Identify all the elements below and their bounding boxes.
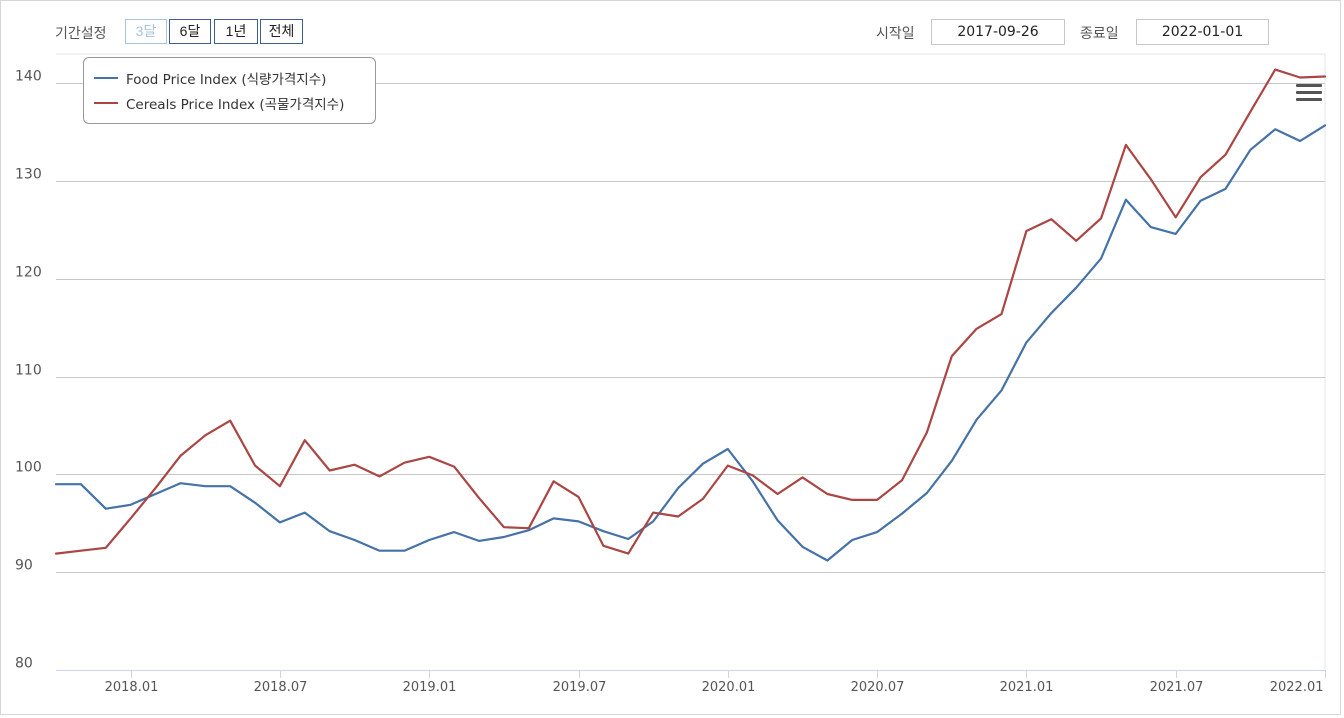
range-1-year-button[interactable]: 1년 — [214, 19, 258, 44]
x-tick-label: 2019.01 — [403, 680, 457, 695]
chart-toolbar: 기간설정 3달 6달 1년 전체 시작일 2017-09-26 종료일 2022… — [0, 19, 1344, 47]
x-tick-label: 2021.07 — [1150, 680, 1204, 695]
range-label: 기간설정 — [55, 26, 107, 42]
y-tick-label: 100 — [15, 460, 42, 476]
chart-menu-icon[interactable] — [1296, 84, 1322, 104]
range-all-button[interactable]: 전체 — [260, 19, 303, 44]
x-tick-label: 2018.01 — [105, 680, 159, 695]
x-tick-label: 2021.01 — [1000, 680, 1054, 695]
x-tick-label: 2022.01 — [1270, 680, 1324, 695]
end-date-input[interactable]: 2022-01-01 — [1136, 19, 1269, 45]
x-tick-label: 2019.07 — [553, 680, 607, 695]
menu-bar — [1296, 98, 1322, 101]
start-date-label: 시작일 — [876, 26, 915, 42]
end-date-label: 종료일 — [1080, 26, 1119, 42]
series-line-food[interactable] — [54, 124, 1327, 562]
chart-legend: Food Price Index (식량가격지수) Cereals Price … — [83, 57, 376, 124]
legend-label-cereals: Cereals Price Index (곡물가격지수) — [126, 97, 345, 113]
legend-item-cereals[interactable]: Cereals Price Index (곡물가격지수) — [94, 93, 344, 113]
x-tick-label: 2020.07 — [851, 680, 905, 695]
grid-lines — [56, 53, 1326, 670]
range-3-months-button[interactable]: 3달 — [125, 19, 167, 44]
x-tick-label: 2018.07 — [254, 680, 308, 695]
legend-item-food[interactable]: Food Price Index (식량가격지수) — [94, 68, 326, 88]
y-tick-label: 80 — [15, 656, 33, 672]
legend-label-food: Food Price Index (식량가격지수) — [126, 72, 327, 88]
legend-swatch-food — [94, 77, 118, 79]
legend-swatch-cereals — [94, 102, 118, 104]
axes: 80 90 100 110 120 130 140 2018.01 2018.07 2019.01… — [15, 69, 1326, 695]
series-line-cereals[interactable] — [54, 68, 1327, 555]
y-tick-label: 110 — [15, 363, 42, 379]
y-tick-label: 130 — [15, 167, 42, 183]
y-tick-label: 120 — [15, 265, 42, 281]
range-6-months-button[interactable]: 6달 — [169, 19, 211, 44]
y-tick-label: 140 — [15, 69, 42, 85]
menu-bar — [1296, 84, 1322, 87]
x-tick-label: 2020.01 — [702, 680, 756, 695]
y-tick-label: 90 — [15, 558, 33, 574]
start-date-input[interactable]: 2017-09-26 — [931, 19, 1065, 45]
series-lines — [54, 68, 1327, 562]
menu-bar — [1296, 91, 1322, 94]
